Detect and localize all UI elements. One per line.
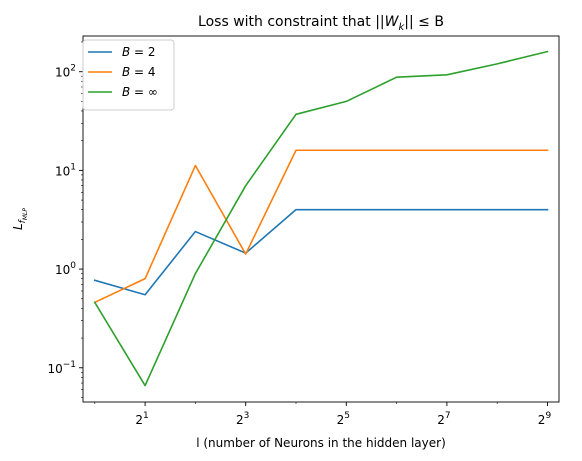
y-tick-label: 100 xyxy=(55,261,76,277)
chart-title: Loss with constraint that ||Wk|| ≤ B xyxy=(198,14,444,33)
y-axis-label-sub: f xyxy=(18,218,28,223)
legend-label-3: B = ∞ xyxy=(122,85,158,99)
series-layer xyxy=(93,50,549,387)
legend-label-1: B = 2 xyxy=(122,45,156,59)
y-axis-label: LfMLP xyxy=(11,208,29,230)
legend-items: B = 2 B = 4 B = ∞ xyxy=(88,45,158,99)
legend-label-2: B = 4 xyxy=(122,65,156,79)
legend: B = 2 B = 4 B = ∞ xyxy=(82,39,175,111)
y-axis-label-subsub: MLP xyxy=(22,208,29,221)
y-tick-label: 101 xyxy=(55,162,76,178)
y-tick-label: 10−1 xyxy=(47,360,76,376)
series-line-1 xyxy=(93,208,549,296)
x-tick-label: 25 xyxy=(337,411,350,427)
plot-area: 21 23 25 27 29 10−1 100 101 102 xyxy=(47,35,560,427)
x-tick-label: 21 xyxy=(135,411,148,427)
x-tick-label: 23 xyxy=(236,411,249,427)
series-line-3 xyxy=(93,50,549,387)
x-axis-label: l (number of Neurons in the hidden layer… xyxy=(196,436,446,450)
x-axis-ticks: 21 23 25 27 29 xyxy=(94,402,552,427)
x-tick-label: 27 xyxy=(437,411,450,427)
plot-frame xyxy=(82,35,560,403)
series-line-2 xyxy=(93,149,549,304)
chart-title-math-sub: k xyxy=(398,22,405,33)
x-tick-label: 29 xyxy=(538,411,552,427)
y-axis-ticks: 10−1 100 101 102 xyxy=(47,41,83,398)
y-axis-label-main: L xyxy=(11,223,25,230)
chart-title-math-suffix: || ≤ B xyxy=(404,14,444,30)
chart-title-prefix: Loss with constraint that xyxy=(198,14,375,30)
y-tick-label: 102 xyxy=(55,64,76,80)
chart-title-math: ||W xyxy=(375,14,399,30)
